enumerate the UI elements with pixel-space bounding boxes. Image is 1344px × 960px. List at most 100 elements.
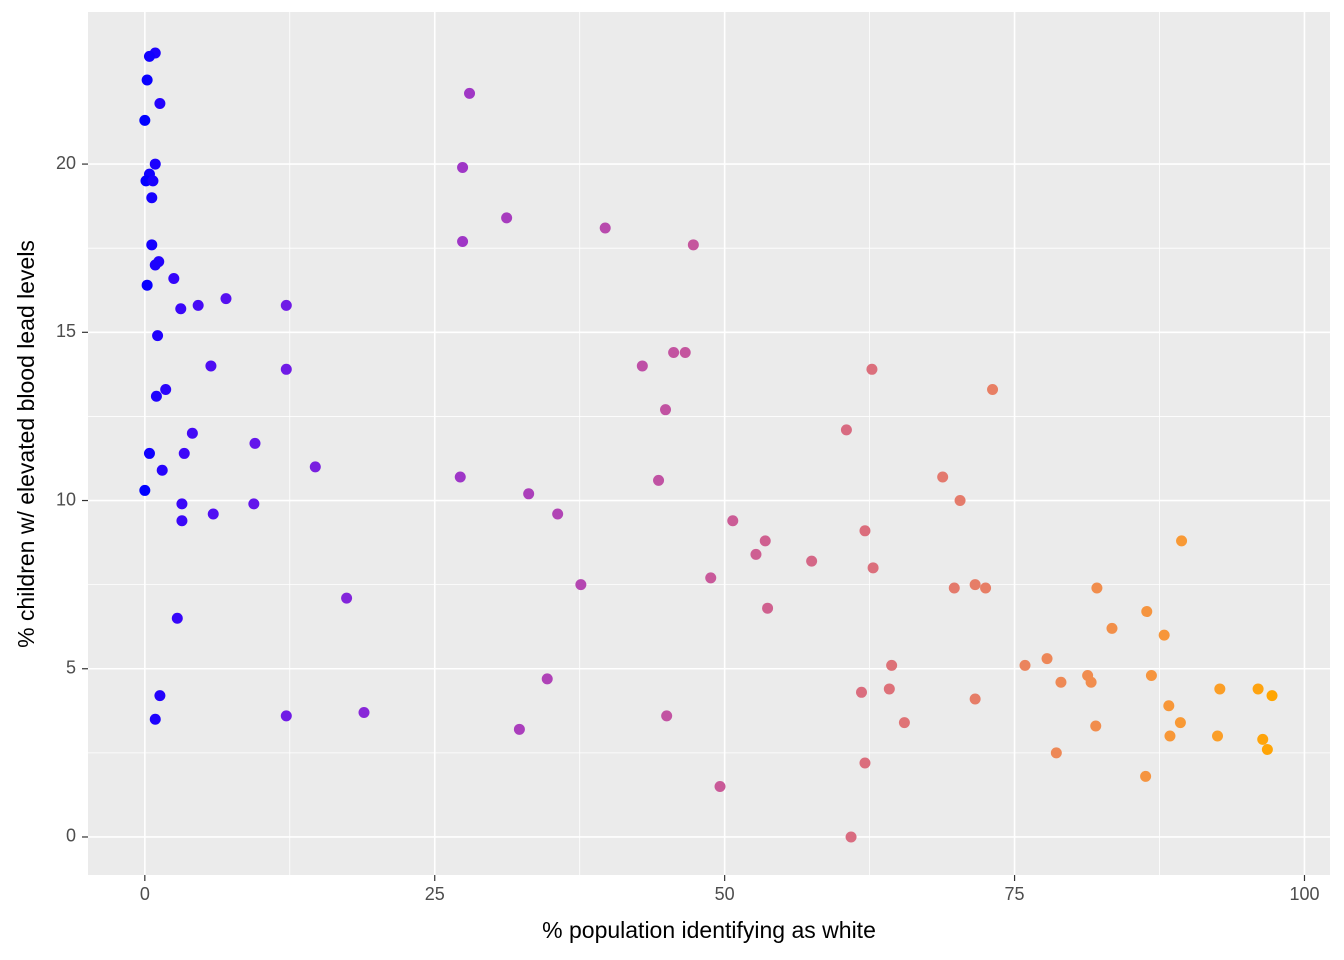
- point: [141, 74, 153, 86]
- point: [980, 582, 992, 594]
- point: [1214, 683, 1226, 695]
- point: [1158, 629, 1170, 641]
- x-axis-title: % population identifying as white: [542, 917, 876, 943]
- point: [1174, 717, 1186, 729]
- point: [150, 390, 162, 402]
- point: [687, 239, 699, 251]
- point: [186, 427, 198, 439]
- x-tick-label: 100: [1289, 884, 1319, 904]
- y-tick-label: 5: [66, 658, 76, 678]
- point: [1252, 683, 1264, 695]
- point: [1085, 676, 1097, 688]
- point: [759, 535, 771, 547]
- point: [156, 464, 168, 476]
- point: [840, 424, 852, 436]
- point: [205, 360, 217, 372]
- point: [1164, 730, 1176, 742]
- point: [661, 710, 673, 722]
- point: [750, 548, 762, 560]
- point: [513, 723, 525, 735]
- point: [969, 693, 981, 705]
- x-tick-label: 75: [1005, 884, 1025, 904]
- point: [1145, 669, 1157, 681]
- point: [705, 572, 717, 584]
- x-tick-label: 0: [140, 884, 150, 904]
- point: [141, 279, 153, 291]
- panel: [88, 12, 1330, 875]
- point: [541, 673, 553, 685]
- x-tick-label: 50: [715, 884, 735, 904]
- point: [1050, 747, 1062, 759]
- point: [845, 831, 857, 843]
- y-tick-label: 20: [56, 153, 76, 173]
- y-axis-title: % children w/ elevated blood lead levels: [13, 240, 39, 648]
- point: [139, 484, 151, 496]
- point: [1257, 733, 1269, 745]
- point: [248, 498, 260, 510]
- point: [762, 602, 774, 614]
- point: [636, 360, 648, 372]
- point: [143, 447, 155, 459]
- point: [207, 508, 219, 520]
- point: [457, 235, 469, 247]
- point: [457, 161, 469, 173]
- point: [855, 686, 867, 698]
- point: [1266, 690, 1278, 702]
- point: [280, 710, 292, 722]
- point: [668, 346, 680, 358]
- point: [192, 299, 204, 311]
- point: [147, 175, 159, 187]
- point: [171, 612, 183, 624]
- point: [152, 330, 164, 342]
- point: [309, 461, 321, 473]
- x-tick-label: 25: [425, 884, 445, 904]
- point: [464, 87, 476, 99]
- point: [1090, 720, 1102, 732]
- point: [937, 471, 949, 483]
- point: [859, 757, 871, 769]
- point: [149, 158, 161, 170]
- point: [280, 363, 292, 375]
- point: [1163, 700, 1175, 712]
- point: [653, 474, 665, 486]
- point: [886, 659, 898, 671]
- point: [660, 404, 672, 416]
- point: [176, 515, 188, 527]
- point: [1212, 730, 1224, 742]
- point: [358, 706, 370, 718]
- point: [1106, 622, 1118, 634]
- point: [154, 690, 166, 702]
- point: [149, 713, 161, 725]
- point: [866, 363, 878, 375]
- point: [280, 299, 292, 311]
- point: [575, 579, 587, 591]
- point: [1055, 676, 1067, 688]
- point: [139, 114, 151, 126]
- point: [1041, 653, 1053, 665]
- point: [1091, 582, 1103, 594]
- point: [1176, 535, 1188, 547]
- point: [867, 562, 879, 574]
- point: [220, 293, 232, 305]
- point: [1141, 606, 1153, 618]
- point: [727, 515, 739, 527]
- point: [948, 582, 960, 594]
- point: [1019, 659, 1031, 671]
- point: [969, 579, 981, 591]
- point: [154, 98, 166, 110]
- point: [175, 303, 187, 315]
- point: [249, 437, 261, 449]
- point: [1140, 770, 1152, 782]
- point: [714, 781, 726, 793]
- point: [149, 259, 161, 271]
- point: [599, 222, 611, 234]
- point: [552, 508, 564, 520]
- point: [176, 498, 188, 510]
- point: [954, 495, 966, 507]
- y-tick-label: 0: [66, 826, 76, 846]
- y-tick-label: 10: [56, 489, 76, 509]
- point: [679, 346, 691, 358]
- point: [859, 525, 871, 537]
- point: [168, 272, 180, 284]
- point: [160, 383, 172, 395]
